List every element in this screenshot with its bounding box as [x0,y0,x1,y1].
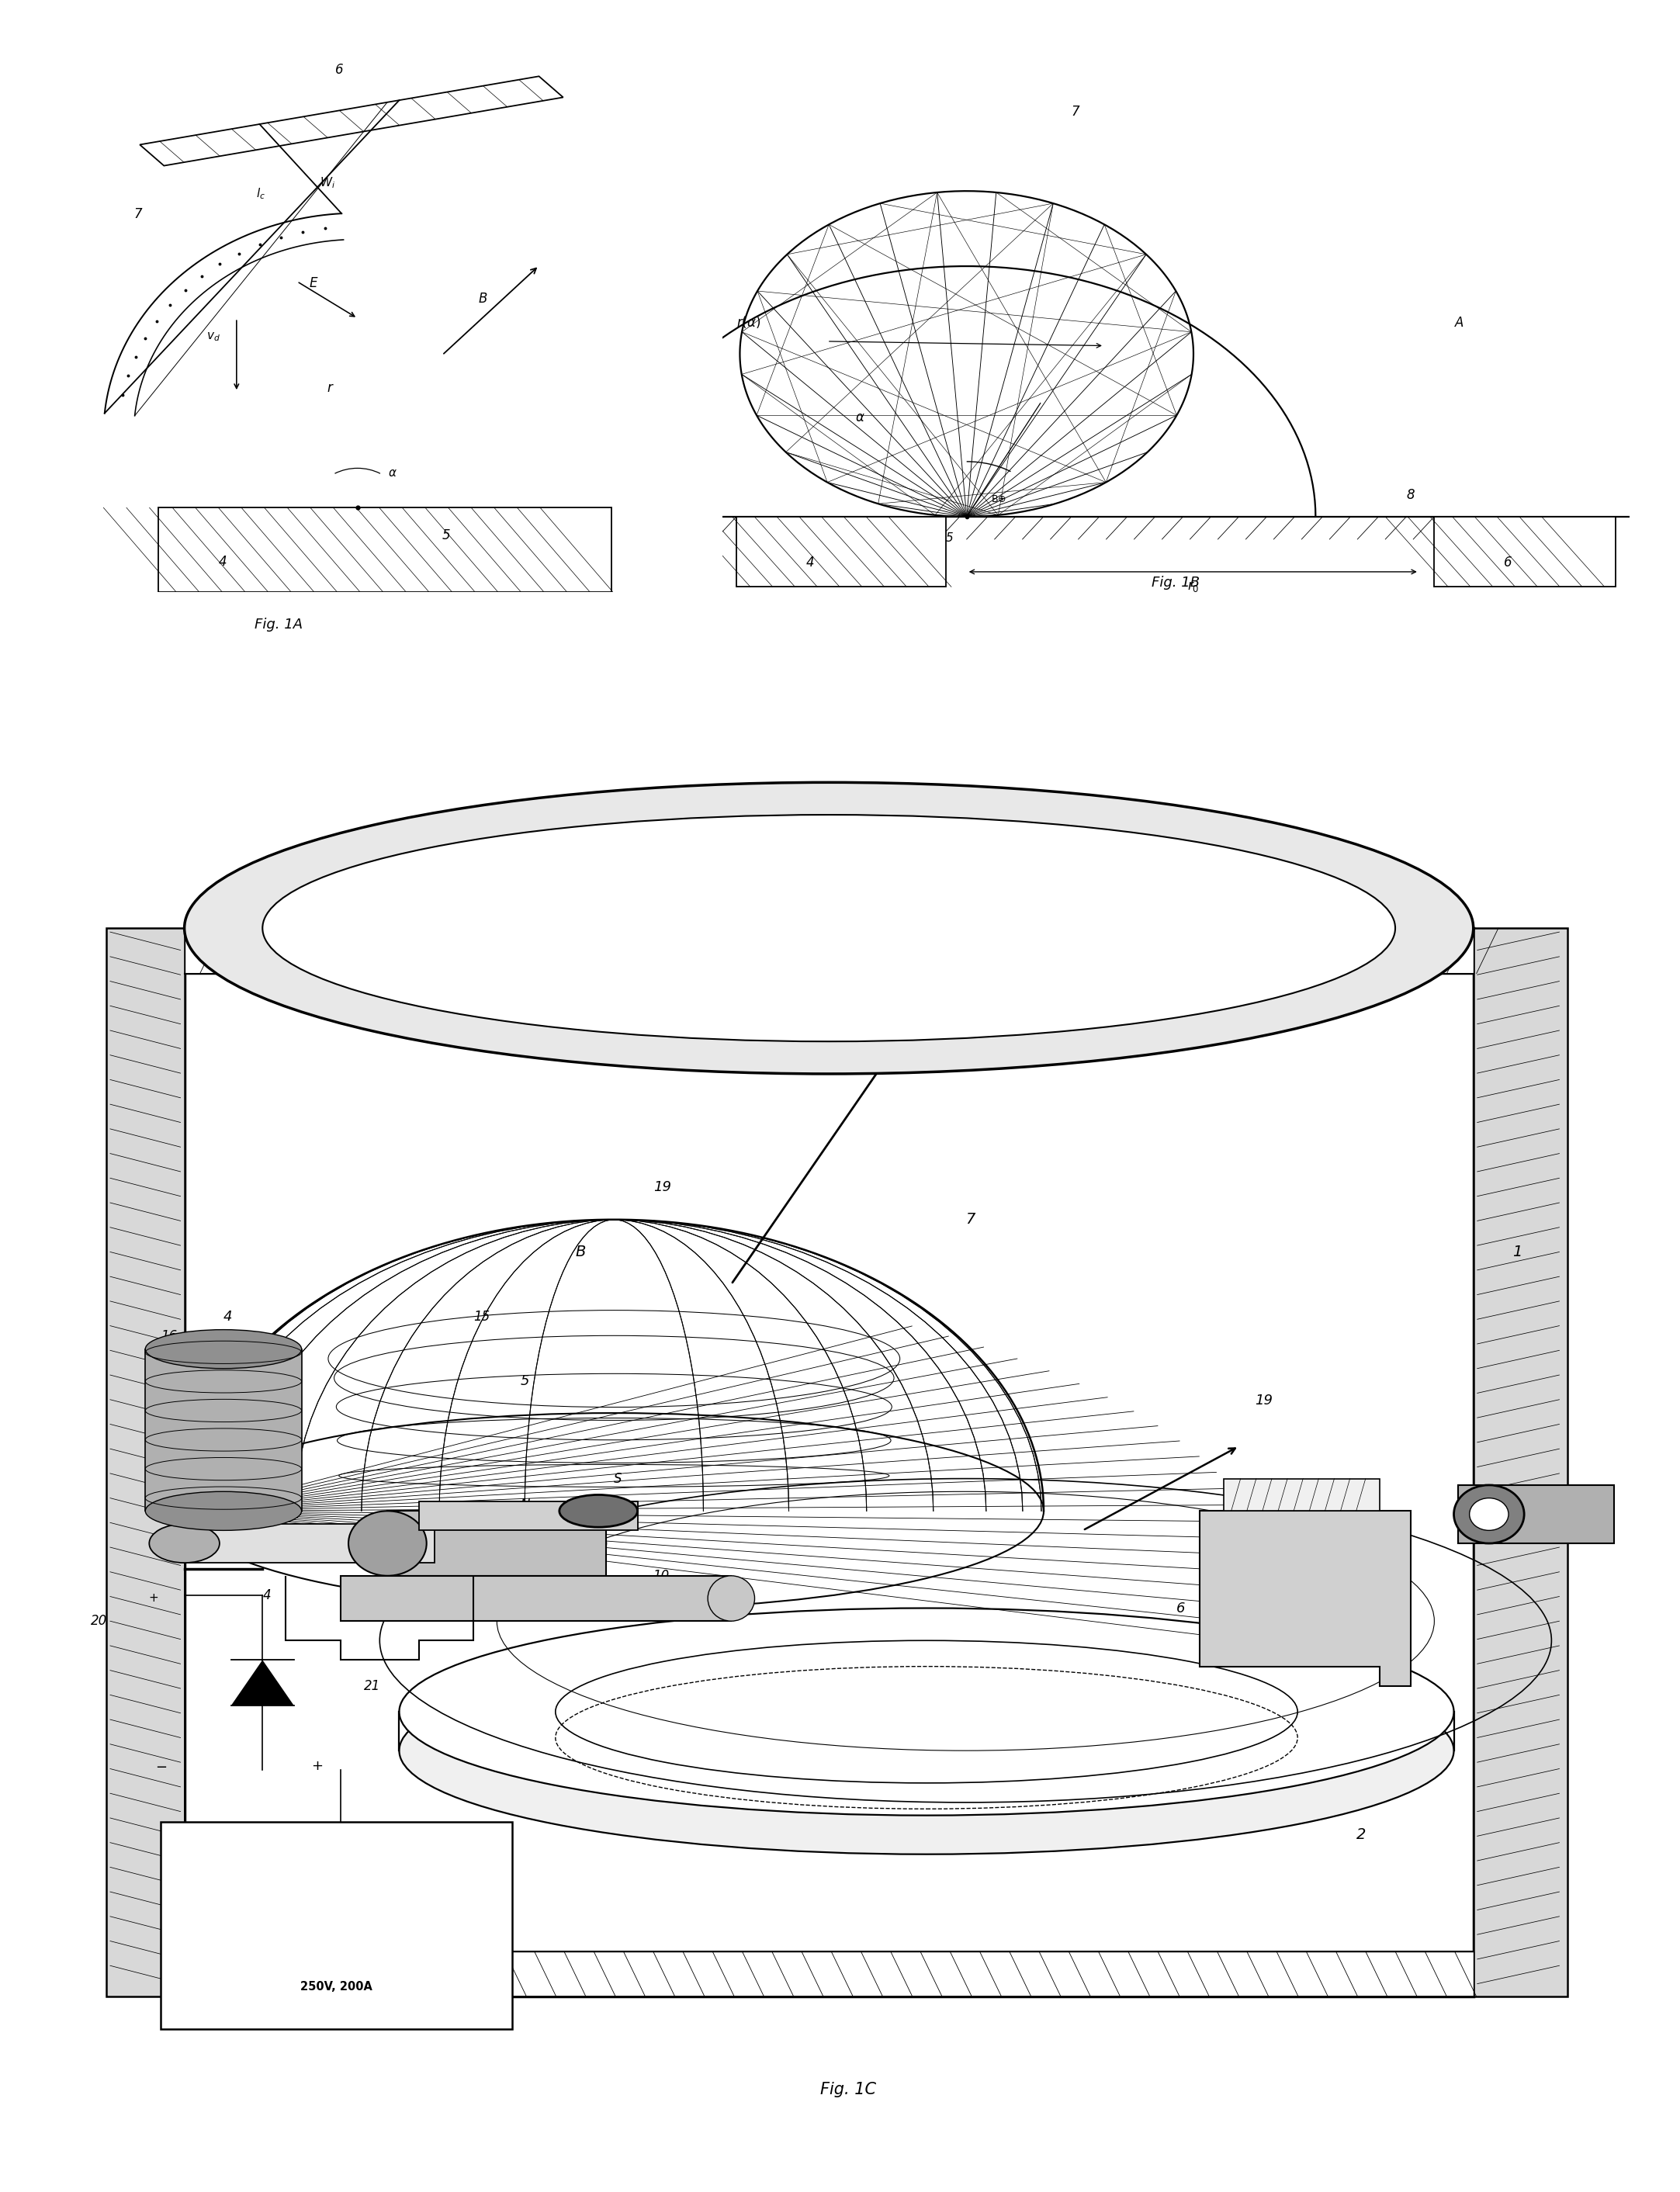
Ellipse shape [146,1491,302,1530]
Text: 250V, 200A: 250V, 200A [301,1982,373,1993]
Text: 4: 4 [223,1309,232,1324]
Text: 19: 19 [654,1179,670,1195]
Text: 19: 19 [1255,1394,1272,1407]
Polygon shape [1200,1510,1411,1686]
Bar [1458,1486,1614,1543]
Text: 13: 13 [810,1653,827,1666]
Ellipse shape [1453,1486,1524,1543]
Text: 6: 6 [336,64,343,77]
Text: $-$: $-$ [148,1502,158,1512]
Text: 8: 8 [1406,489,1415,502]
Text: 7: 7 [134,208,143,221]
Bar [161,1822,512,2030]
Bar [146,1348,302,1510]
Text: Fig. 1B: Fig. 1B [1152,576,1200,590]
Text: $l_c$: $l_c$ [255,186,265,202]
Bar [736,517,946,587]
Text: 2: 2 [1356,1828,1366,1841]
Text: B: B [575,1245,585,1258]
Bar [341,1576,731,1622]
Text: 4: 4 [262,1589,270,1602]
Text: $v_d$: $v_d$ [207,331,220,342]
Text: 7: 7 [966,1212,974,1228]
Text: 17: 17 [474,1583,491,1596]
Text: Fig. 1C: Fig. 1C [820,2082,877,2098]
Text: 14: 14 [911,1699,927,1712]
Text: 21: 21 [365,1679,381,1692]
Bar [1473,927,1567,1997]
Text: $-$: $-$ [155,1760,166,1773]
Text: B$\oplus$: B$\oplus$ [991,493,1006,504]
Text: Fig. 1A: Fig. 1A [255,618,302,631]
Text: $W_i$: $W_i$ [319,175,334,191]
Text: 4: 4 [218,555,227,568]
Bar [185,927,1473,973]
Bar [106,927,185,1997]
Text: B: B [479,292,487,305]
Ellipse shape [400,1609,1453,1815]
Ellipse shape [146,1331,302,1368]
Ellipse shape [185,783,1473,1074]
Text: 16: 16 [161,1328,178,1344]
Text: r: r [328,381,333,395]
Text: 7: 7 [1072,105,1080,118]
Ellipse shape [707,1576,754,1622]
Text: 20: 20 [91,1613,108,1629]
Bar [158,509,612,592]
Text: $r(\alpha)$: $r(\alpha)$ [736,313,761,329]
Ellipse shape [348,1510,427,1576]
Text: A: A [1455,316,1463,329]
Text: $+$: $+$ [148,1591,158,1605]
Polygon shape [232,1659,294,1705]
Bar [1223,1480,1379,1510]
Polygon shape [139,77,563,167]
Bar [1435,517,1616,587]
Ellipse shape [1470,1497,1509,1530]
Text: $\alpha$: $\alpha$ [855,410,865,425]
Bar [388,1510,606,1576]
Bar [418,1502,637,1530]
Text: 5: 5 [946,533,953,544]
Text: S: S [615,1471,622,1486]
Text: 6: 6 [1504,557,1512,570]
Ellipse shape [559,1495,637,1528]
Text: 1: 1 [1512,1245,1522,1258]
Text: 15: 15 [474,1309,491,1324]
Ellipse shape [388,1510,606,1576]
Text: E: E [309,276,318,289]
Text: 18: 18 [365,1600,381,1616]
Bar [185,1951,1473,1997]
Text: 22: 22 [1559,1517,1576,1530]
Text: 5: 5 [442,528,450,541]
Text: 6: 6 [1176,1600,1186,1616]
Text: 5: 5 [521,1374,529,1388]
Text: 8: 8 [1396,1633,1404,1648]
Text: $\alpha$: $\alpha$ [388,467,396,478]
Ellipse shape [262,815,1396,1041]
Text: 4: 4 [806,557,815,570]
Bar [185,1523,435,1563]
Text: 10: 10 [654,1569,670,1583]
Text: $r_0$: $r_0$ [1186,579,1200,594]
Text: 3: 3 [990,967,998,980]
Text: $+$: $+$ [311,1760,323,1773]
Ellipse shape [150,1523,220,1563]
Text: N: N [521,1497,529,1512]
Bar [185,927,1473,1997]
Ellipse shape [400,1646,1453,1854]
